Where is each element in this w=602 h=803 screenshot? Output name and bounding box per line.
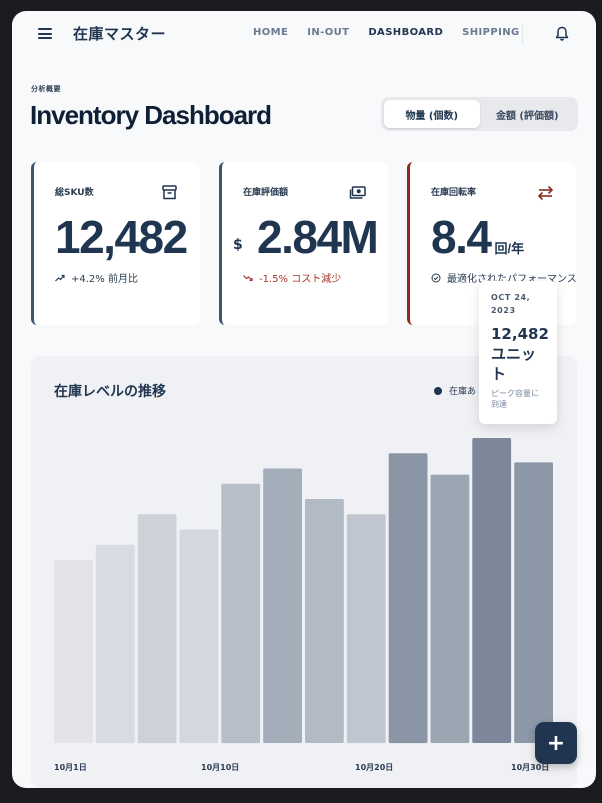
metric-toggle: 物量 (個数) 金額 (評価額) — [381, 97, 578, 131]
tooltip-note: ピーク容量に到達 — [491, 389, 539, 409]
bar-1[interactable] — [54, 560, 93, 743]
page-title: Inventory Dashboard — [30, 100, 272, 130]
tooltip-value: 12,482 ユニット — [491, 325, 549, 383]
menu-icon[interactable] — [38, 28, 52, 39]
kpi-label: 在庫評価額 — [243, 188, 289, 198]
top-bar: 在庫マスター HOME IN-OUT DASHBOARD SHIPPING — [12, 11, 596, 57]
kpi-trend: +4.2% 前月比 — [55, 270, 138, 285]
kpi-label: 在庫回転率 — [431, 188, 477, 198]
bar-5[interactable] — [221, 483, 261, 744]
kpi-value: 2.84M — [257, 211, 379, 263]
kpi-value: 8.4 回/年 — [431, 210, 524, 264]
bar-2[interactable] — [95, 544, 135, 744]
nav-in-out[interactable]: IN-OUT — [307, 27, 350, 38]
kpi-card-valuation: 在庫評価額 $ 2.84M -1.5% コスト減少 — [219, 162, 388, 325]
bar-10[interactable] — [430, 474, 470, 743]
kpi-value: 12,482 — [55, 211, 188, 263]
trend-down-icon — [243, 274, 253, 281]
app-title[interactable]: 在庫マスター — [73, 25, 167, 43]
toggle-amount[interactable]: 金額 (評価額) — [495, 110, 559, 122]
nav-dashboard[interactable]: DASHBOARD — [368, 27, 444, 38]
trend-up-icon — [55, 274, 65, 281]
app-window: 在庫マスター HOME IN-OUT DASHBOARD SHIPPING 分析… — [12, 11, 596, 788]
legend-swatch — [434, 386, 442, 395]
archive-icon — [162, 185, 177, 200]
kpi-value-number: 8.4 — [431, 211, 492, 263]
chart-legend: 在庫あ — [434, 384, 476, 397]
nav-divider — [522, 24, 523, 44]
kpi-card-sku: 総SKU数 12,482 +4.2% 前月比 — [31, 162, 200, 325]
kpi-label: 総SKU数 — [55, 188, 94, 198]
inventory-chart-panel: 在庫レベルの推移 在庫あ 10月1日 10月10日 10月20日 10月30日 — [31, 356, 577, 788]
x-tick-label: 10月20日 — [355, 763, 394, 772]
kpi-unit: 回/年 — [494, 241, 525, 256]
chart-tooltip: OCT 24, 2023 12,482 ユニット ピーク容量に到達 — [479, 281, 557, 424]
inventory-bar-chart — [54, 438, 553, 744]
nav-home[interactable]: HOME — [253, 27, 289, 38]
swap-arrows-icon — [537, 185, 554, 201]
bar-11[interactable] — [472, 438, 512, 743]
money-icon — [349, 186, 366, 199]
bar-6[interactable] — [263, 468, 302, 744]
main-nav: HOME IN-OUT DASHBOARD SHIPPING — [253, 27, 539, 38]
legend-label: 在庫あ — [449, 387, 477, 397]
tooltip-date: OCT 24, 2023 — [491, 293, 531, 315]
chart-title: 在庫レベルの推移 — [54, 384, 166, 400]
bell-icon[interactable] — [555, 26, 569, 42]
bar-8[interactable] — [346, 514, 386, 744]
check-circle-icon — [431, 273, 441, 282]
bar-9[interactable] — [388, 453, 428, 744]
x-tick-label: 10月10日 — [201, 763, 240, 772]
bar-3[interactable] — [137, 514, 177, 744]
kpi-trend: -1.5% コスト減少 — [243, 270, 341, 285]
x-tick-label: 10月30日 — [511, 763, 550, 772]
toggle-quantity[interactable]: 物量 (個数) — [384, 100, 480, 128]
kpi-trend-text: -1.5% コスト減少 — [259, 274, 342, 285]
kpi-trend-text: 最適化されたパフォーマンス — [447, 274, 577, 285]
nav-shipping[interactable]: SHIPPING — [462, 27, 520, 38]
kpi-trend: 最適化されたパフォーマンス — [431, 270, 577, 285]
bar-7[interactable] — [305, 499, 344, 743]
kpi-trend-text: +4.2% 前月比 — [71, 274, 138, 285]
eyebrow-label: 分析概要 — [31, 85, 61, 93]
x-tick-label: 10月1日 — [54, 763, 87, 772]
bar-4[interactable] — [179, 529, 219, 744]
currency-symbol: $ — [233, 237, 243, 253]
add-button[interactable]: + — [535, 722, 577, 764]
bar-12[interactable] — [514, 462, 553, 743]
